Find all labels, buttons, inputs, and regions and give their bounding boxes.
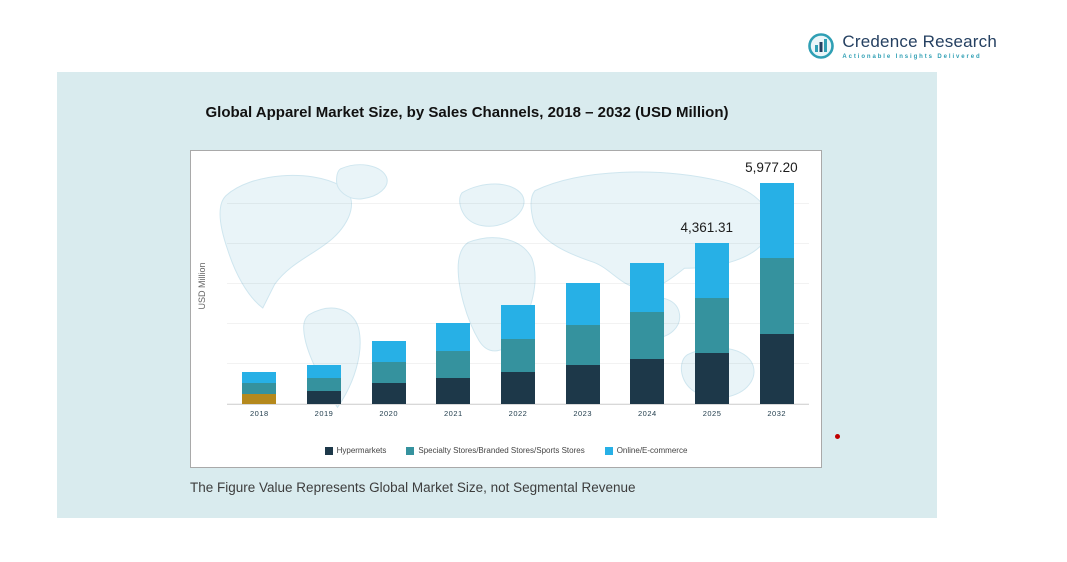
x-tick-label: 2021 — [444, 409, 463, 418]
bar-segment — [695, 297, 730, 354]
bar-segment — [565, 282, 600, 325]
bar-segment — [242, 393, 277, 404]
bar-segment — [759, 183, 794, 259]
x-tick-label: 2025 — [702, 409, 722, 418]
stacked-bar-2023 — [565, 282, 600, 404]
logo: Credence Research Actionable Insights De… — [807, 32, 997, 60]
bar-cell — [486, 165, 551, 404]
x-tick-label: 2032 — [767, 409, 787, 418]
bar-cell — [744, 165, 809, 404]
bars-row: 4,361.31 5,977.20 — [227, 160, 809, 405]
logo-name: Credence Research — [842, 32, 997, 51]
chart-panel: Global Apparel Market Size, by Sales Cha… — [57, 72, 937, 518]
bar-cell — [227, 165, 292, 404]
bar-segment — [307, 378, 341, 392]
bar-cell — [680, 165, 745, 404]
bar-segment — [630, 262, 665, 312]
data-label: 4,361.31 — [680, 219, 734, 235]
legend-item: Hypermarkets — [324, 446, 387, 455]
bar-cell — [615, 165, 680, 404]
bar-segment — [307, 364, 341, 379]
stacked-bar-2020 — [371, 341, 406, 404]
logo-bar-chart-icon — [808, 33, 835, 59]
footnote: The Figure Value Represents Global Marke… — [190, 480, 636, 495]
bar-segment — [695, 242, 730, 298]
red-dot — [835, 434, 840, 439]
bar-cell — [292, 165, 357, 404]
legend-label: Specialty Stores/Branded Stores/Sports S… — [418, 446, 585, 455]
bar-segment — [436, 323, 471, 352]
bar-segment — [242, 383, 277, 394]
bar-cell — [356, 165, 421, 404]
stacked-bar-2018 — [242, 372, 277, 404]
data-label: 5,977.20 — [745, 160, 798, 176]
legend-label: Online/E-commerce — [616, 446, 688, 455]
y-axis-label: USD Million — [197, 262, 207, 310]
bar-segment — [371, 341, 406, 363]
world-map-background — [219, 164, 771, 409]
stacked-bar-2019 — [307, 364, 341, 404]
legend-item: Online/E-commerce — [604, 446, 688, 455]
bar-cell — [550, 165, 615, 404]
x-tick-label: 2020 — [379, 409, 399, 418]
bar-cell — [421, 165, 486, 404]
bar-segment — [371, 362, 406, 384]
logo-tagline: Actionable Insights Delivered — [842, 54, 982, 60]
bar-segment — [307, 391, 341, 404]
bar-segment — [565, 365, 600, 404]
x-tick-label: 2024 — [638, 409, 657, 418]
x-tick-label: 2018 — [249, 409, 269, 418]
bar-segment — [759, 258, 794, 334]
x-tick-label: 2019 — [314, 409, 334, 418]
bar-segment — [436, 351, 471, 379]
legend-label: Hypermarkets — [336, 446, 387, 455]
legend-item: Specialty Stores/Branded Stores/Sports S… — [406, 446, 585, 455]
x-tick-label: 2022 — [508, 409, 528, 418]
bar-segment — [242, 372, 277, 384]
bar-segment — [436, 378, 471, 404]
stacked-bar-2024 — [630, 262, 665, 404]
stacked-bar-2025 — [695, 242, 730, 404]
bar-segment — [695, 353, 730, 404]
bar-segment — [565, 324, 600, 366]
stacked-bar-2032 — [759, 183, 794, 404]
plot-area: 4,361.31 5,977.20 2018 2019 2020 2021 2022 202… — [227, 160, 809, 418]
bar-segment — [501, 304, 536, 339]
bar-segment — [371, 383, 406, 404]
bar-segment — [501, 371, 536, 404]
chart-box: USD Million 4,361.31 5,977.20 2018 2019 202… — [190, 150, 822, 468]
x-tick-label: 2023 — [573, 409, 593, 418]
bar-segment — [630, 358, 665, 404]
stacked-bar-2022 — [501, 304, 536, 404]
legend-swatch — [324, 446, 333, 455]
bar-segment — [501, 338, 536, 372]
x-axis-labels: 2018 2019 2020 2021 2022 2023 2024 2025 2032 — [227, 409, 809, 418]
logo-text: Credence Research Actionable Insights De… — [842, 32, 997, 60]
chart-title: Global Apparel Market Size, by Sales Cha… — [205, 104, 729, 121]
legend-swatch — [406, 446, 415, 455]
bar-segment — [759, 333, 794, 404]
legend: Hypermarkets Specialty Stores/Branded Sto… — [191, 446, 821, 455]
legend-swatch — [604, 446, 613, 455]
bar-segment — [630, 311, 665, 359]
stacked-bar-2021 — [436, 323, 471, 404]
